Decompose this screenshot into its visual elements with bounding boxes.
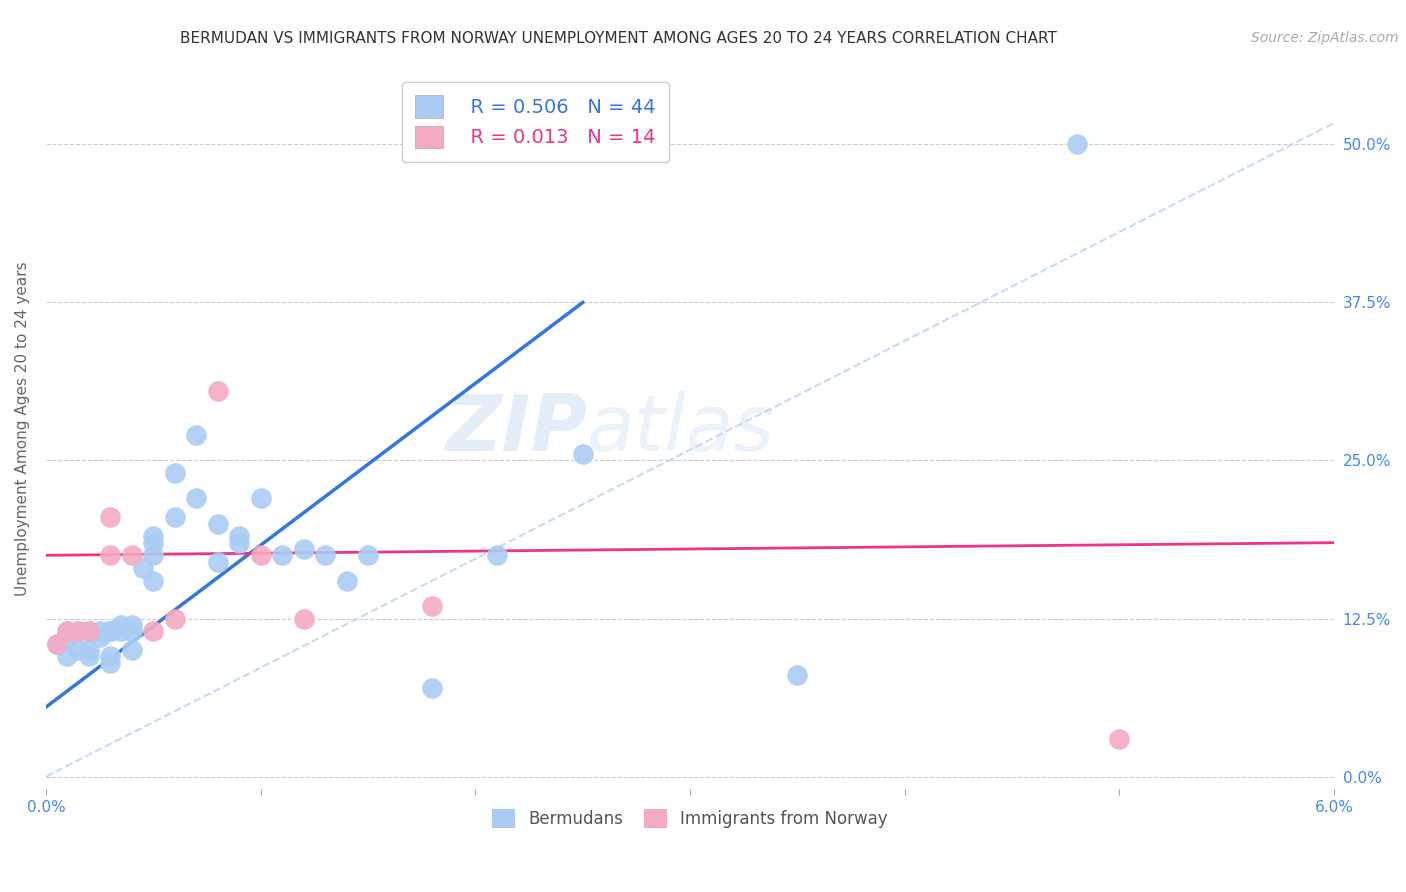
- Point: [67, 624, 90, 639]
- Point: [131, 561, 153, 575]
- Point: [228, 529, 250, 543]
- Point: [207, 555, 229, 569]
- Point: [121, 624, 143, 639]
- Point: [249, 491, 271, 506]
- Point: [142, 529, 165, 543]
- Point: [163, 611, 186, 625]
- Legend: Bermudans, Immigrants from Norway: Bermudans, Immigrants from Norway: [485, 803, 894, 835]
- Text: Source: ZipAtlas.com: Source: ZipAtlas.com: [1251, 31, 1399, 45]
- Point: [292, 541, 315, 556]
- Point: [121, 643, 143, 657]
- Point: [142, 549, 165, 563]
- Point: [77, 649, 100, 664]
- Point: [67, 643, 90, 657]
- Point: [228, 535, 250, 549]
- Point: [56, 624, 79, 639]
- Point: [110, 624, 132, 639]
- Point: [163, 466, 186, 480]
- Point: [249, 549, 271, 563]
- Point: [314, 549, 336, 563]
- Text: atlas: atlas: [588, 391, 775, 467]
- Point: [56, 624, 79, 639]
- Point: [422, 599, 444, 613]
- Point: [67, 624, 90, 639]
- Text: BERMUDAN VS IMMIGRANTS FROM NORWAY UNEMPLOYMENT AMONG AGES 20 TO 24 YEARS CORREL: BERMUDAN VS IMMIGRANTS FROM NORWAY UNEMP…: [180, 31, 1057, 46]
- Point: [45, 637, 67, 651]
- Point: [292, 611, 315, 625]
- Point: [100, 624, 122, 639]
- Point: [335, 574, 357, 588]
- Point: [89, 624, 111, 639]
- Point: [100, 510, 122, 524]
- Point: [1066, 137, 1088, 152]
- Point: [56, 649, 79, 664]
- Y-axis label: Unemployment Among Ages 20 to 24 years: Unemployment Among Ages 20 to 24 years: [15, 261, 30, 596]
- Point: [485, 549, 508, 563]
- Point: [207, 516, 229, 531]
- Point: [56, 631, 79, 645]
- Text: ZIP: ZIP: [444, 391, 588, 467]
- Point: [163, 510, 186, 524]
- Point: [142, 535, 165, 549]
- Point: [100, 624, 122, 639]
- Point: [89, 631, 111, 645]
- Point: [271, 549, 294, 563]
- Point: [77, 643, 100, 657]
- Point: [786, 668, 808, 682]
- Point: [571, 447, 593, 461]
- Point: [186, 491, 208, 506]
- Point: [100, 656, 122, 670]
- Point: [45, 637, 67, 651]
- Point: [110, 618, 132, 632]
- Point: [142, 574, 165, 588]
- Point: [121, 618, 143, 632]
- Point: [186, 428, 208, 442]
- Point: [121, 549, 143, 563]
- Point: [77, 624, 100, 639]
- Point: [142, 624, 165, 639]
- Point: [1108, 731, 1130, 746]
- Point: [77, 624, 100, 639]
- Point: [207, 384, 229, 398]
- Point: [357, 549, 380, 563]
- Point: [422, 681, 444, 695]
- Point: [100, 549, 122, 563]
- Point: [100, 649, 122, 664]
